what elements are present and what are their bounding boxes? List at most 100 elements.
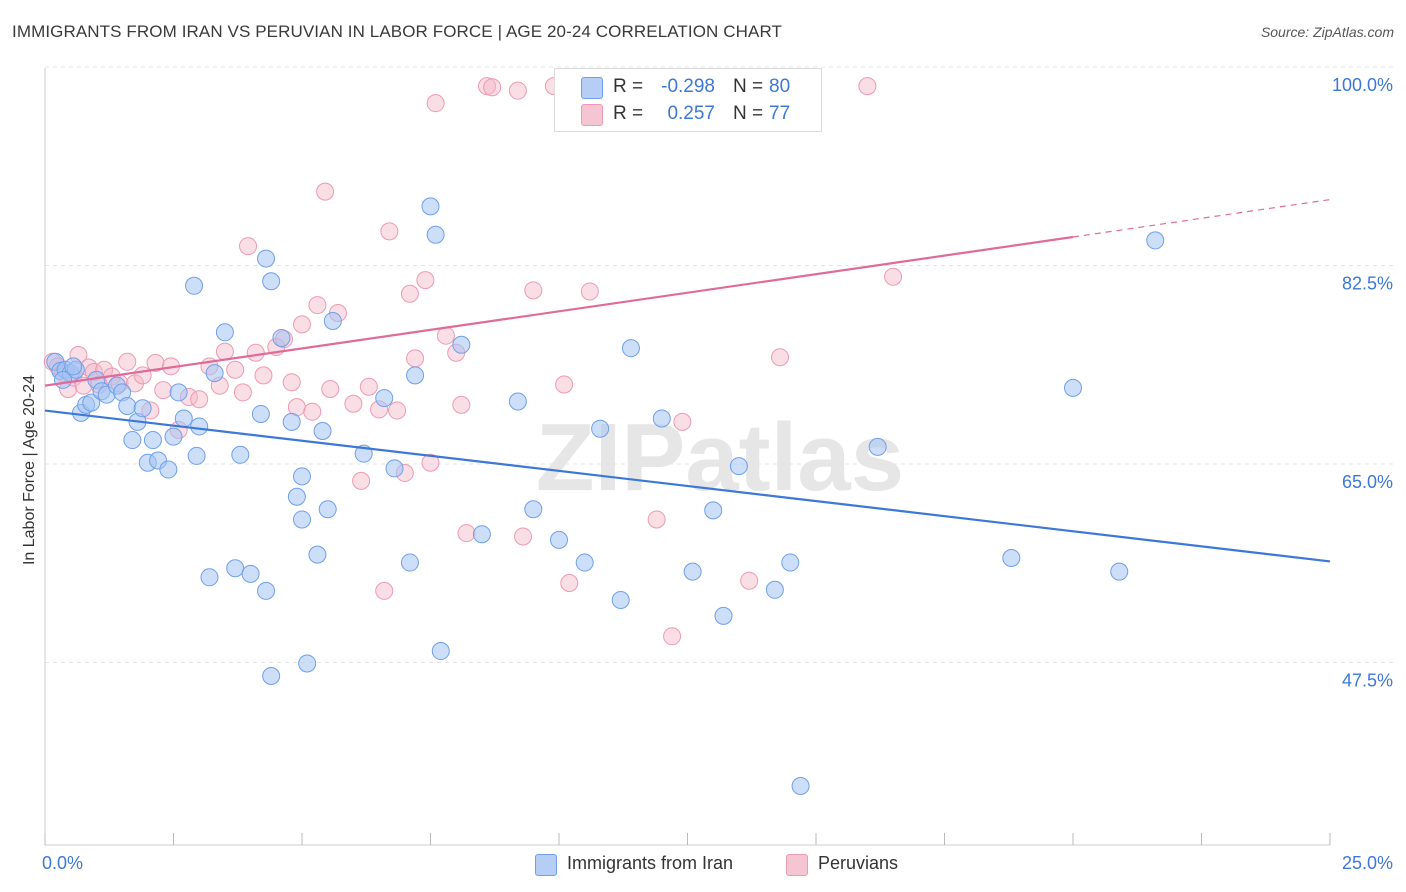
y-tick-label: 47.5% [1342, 671, 1393, 691]
peruvian-point [146, 353, 165, 372]
peruvian-point [400, 284, 419, 303]
iran-point [729, 457, 748, 476]
peru-trend-line [44, 235, 1074, 387]
peruvian-point [858, 77, 877, 96]
iran-point [272, 328, 291, 347]
peruvian-point [380, 222, 399, 241]
iran-point [185, 276, 204, 295]
iran-point [293, 467, 311, 486]
iran-point [313, 421, 332, 440]
peruvian-point [740, 571, 759, 590]
iran-point [524, 500, 543, 519]
iran-point [123, 431, 142, 450]
peruvian-point [436, 326, 455, 345]
legend-n-value: 80 [769, 76, 791, 97]
peruvian-point [226, 360, 245, 379]
iran-point [508, 392, 527, 411]
iran-point [323, 311, 342, 330]
iran-point [133, 399, 152, 418]
legend-swatch-iran [581, 77, 603, 99]
peruvian-point [580, 282, 599, 301]
iran-trend-line [44, 409, 1331, 563]
iran-point [868, 437, 887, 456]
correlation-legend: R = -0.298 N = 80 R = 0.257 N = 77 [554, 68, 822, 132]
axes [44, 68, 1331, 846]
iran-point [452, 335, 471, 354]
peruvian-point [308, 296, 327, 315]
iran-point [257, 581, 276, 600]
iran-point [406, 366, 425, 385]
peruvian-point [771, 348, 790, 367]
peruvian-point [421, 453, 440, 472]
iran-point [765, 580, 784, 599]
iran-point [375, 389, 394, 408]
legend-row-iran: R = -0.298 N = 80 [555, 74, 821, 100]
peruvian-point [406, 349, 425, 368]
iran-point [400, 553, 419, 572]
iran-point [1146, 231, 1165, 250]
y-tick-label: 65.0% [1342, 472, 1393, 492]
tick-labels: 100.0% 82.5% 65.0% 47.5% 0.0% 25.0% [42, 75, 1393, 873]
iran-point [143, 431, 162, 450]
iran-point [472, 525, 491, 544]
iran-point [257, 249, 276, 268]
peruvian-point [118, 352, 137, 371]
peruvian-point [524, 281, 543, 300]
iran-point [287, 487, 306, 506]
peruvian-point [344, 394, 363, 413]
peruvian-point [233, 383, 252, 402]
peruvian-point [457, 524, 476, 543]
iran-point [226, 559, 245, 578]
peruvian-point [321, 380, 340, 399]
peruvian-point [647, 510, 666, 529]
peruvian-point [282, 373, 301, 392]
iran-point [262, 666, 281, 685]
peruvian-point [388, 401, 407, 420]
iran-point [781, 553, 800, 572]
peruvian-point [254, 366, 273, 385]
peruvian-point [154, 381, 173, 400]
x-tick-label: 0.0% [42, 853, 83, 873]
x-tick-label: 25.0% [1342, 853, 1393, 873]
peruvian-point [514, 527, 533, 546]
legend-n-label: N = [733, 103, 764, 124]
peruvian-point [555, 375, 574, 394]
iran-point [1002, 549, 1021, 568]
peruvian-point [215, 342, 234, 361]
legend-swatch-peru [581, 104, 603, 126]
legend-r-value: -0.298 [661, 76, 715, 97]
iran-point [426, 225, 445, 244]
iran-point [241, 564, 260, 583]
iran-point [714, 606, 733, 625]
iran-point [262, 272, 281, 291]
trend-lines [44, 198, 1331, 563]
iran-point [611, 590, 630, 609]
legend-n-label: N = [733, 76, 764, 97]
iran-point [308, 545, 327, 564]
legend-r-value: 0.257 [667, 103, 715, 124]
iran-point [1110, 562, 1129, 581]
iran-point [683, 562, 702, 581]
peruvian-point [303, 402, 322, 421]
iran-point [169, 383, 188, 402]
bottom-legend-label-iran: Immigrants from Iran [567, 853, 734, 873]
iran-point [318, 500, 337, 519]
peruvian-point [239, 237, 258, 256]
watermark: ZIPatlas [536, 404, 904, 511]
iran-point [190, 417, 209, 436]
peruvian-point [190, 390, 209, 409]
iran-point [591, 419, 610, 438]
peruvian-point [483, 78, 502, 97]
iran-point [205, 364, 224, 383]
peruvian-point [673, 412, 692, 431]
peruvian-point [416, 271, 435, 290]
iran-point [82, 393, 101, 412]
y-tick-label: 82.5% [1342, 274, 1393, 294]
peruvian-point [316, 182, 335, 201]
iran-point [215, 323, 234, 342]
iran-point [174, 409, 193, 428]
iran-point [282, 412, 301, 431]
peruvian-point [508, 81, 527, 100]
peruvian-point [426, 94, 445, 113]
iran-point [385, 459, 404, 478]
